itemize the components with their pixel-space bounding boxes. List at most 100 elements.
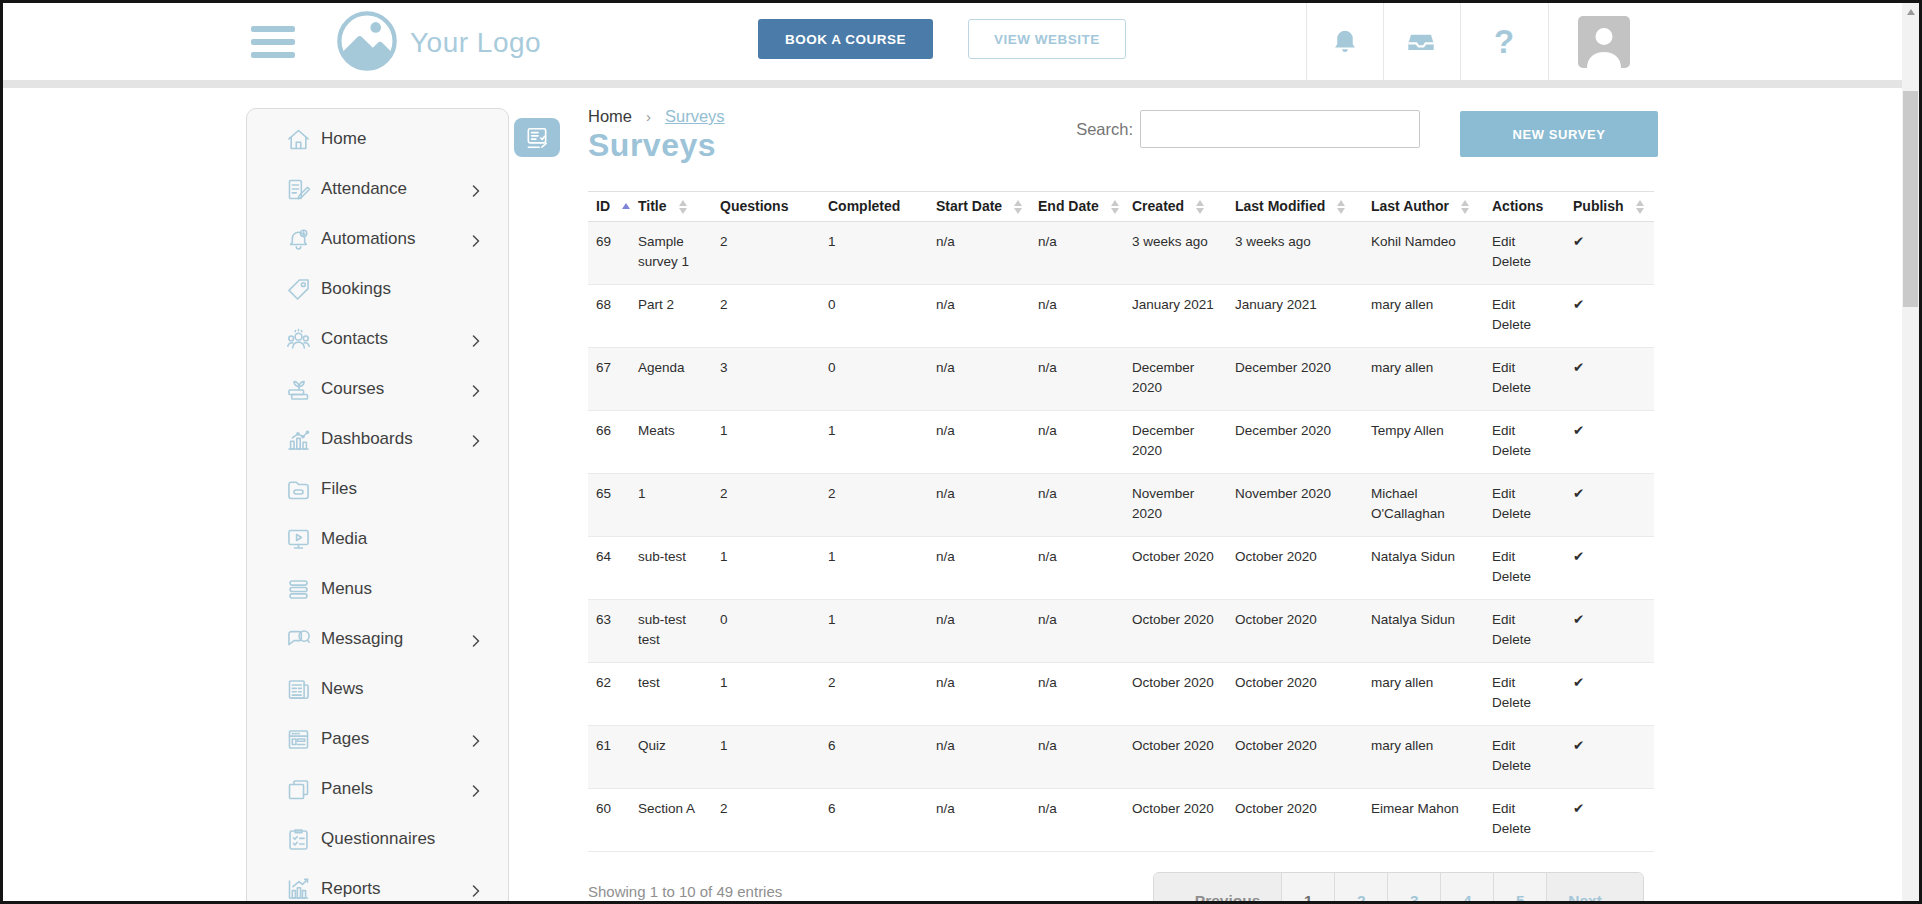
sidebar-item-dashboards[interactable]: Dashboards	[247, 414, 508, 464]
pagination: ← Previous12345Next →	[1153, 872, 1644, 904]
table-row: 63sub-test test01n/an/aOctober 2020Octob…	[588, 600, 1654, 663]
pagination-page-2[interactable]: 2	[1334, 873, 1387, 904]
cell-title: Sample survey 1	[630, 222, 712, 285]
new-survey-button[interactable]: NEW SURVEY	[1460, 111, 1658, 157]
book-a-course-button[interactable]: BOOK A COURSE	[758, 19, 933, 59]
edit-link[interactable]: Edit	[1492, 484, 1559, 504]
sidebar-item-automations[interactable]: Automations	[247, 214, 508, 264]
edit-link[interactable]: Edit	[1492, 673, 1559, 693]
cell-last-author: mary allen	[1363, 663, 1484, 726]
sidebar-item-label: Bookings	[321, 279, 391, 299]
scrollbar-up-arrow-icon[interactable]	[1902, 3, 1919, 20]
column-label: Last Modified	[1235, 198, 1325, 214]
column-header-id[interactable]: ID	[588, 192, 630, 222]
cell-completed: 2	[820, 474, 928, 537]
avatar[interactable]	[1578, 16, 1630, 68]
view-website-button[interactable]: VIEW WEBSITE	[968, 19, 1126, 59]
cell-last-author: mary allen	[1363, 348, 1484, 411]
pagination-next[interactable]: Next →	[1546, 873, 1642, 904]
table-row: 65122n/an/aNovember 2020November 2020Mic…	[588, 474, 1654, 537]
sidebar-item-media[interactable]: Media	[247, 514, 508, 564]
delete-link[interactable]: Delete	[1492, 630, 1559, 650]
edit-link[interactable]: Edit	[1492, 799, 1559, 819]
edit-link[interactable]: Edit	[1492, 295, 1559, 315]
contacts-icon	[283, 324, 313, 354]
sidebar-item-reports[interactable]: Reports	[247, 864, 508, 904]
breadcrumb-current[interactable]: Surveys	[665, 107, 725, 126]
cell-publish: ✔	[1565, 789, 1654, 852]
cell-start-date: n/a	[928, 789, 1030, 852]
delete-link[interactable]: Delete	[1492, 756, 1559, 776]
delete-link[interactable]: Delete	[1492, 504, 1559, 524]
sort-icon	[1461, 200, 1469, 214]
sidebar-item-panels[interactable]: Panels	[247, 764, 508, 814]
edit-link[interactable]: Edit	[1492, 736, 1559, 756]
edit-link[interactable]: Edit	[1492, 610, 1559, 630]
sidebar-item-bookings[interactable]: Bookings	[247, 264, 508, 314]
cell-actions: EditDelete	[1484, 600, 1565, 663]
sidebar-item-news[interactable]: News	[247, 664, 508, 714]
logo[interactable]: Your Logo	[336, 10, 541, 76]
scrollbar-thumb[interactable]	[1903, 91, 1918, 307]
help-icon[interactable]: ?	[1489, 3, 1519, 80]
column-header-end-date[interactable]: End Date	[1030, 192, 1124, 222]
column-header-created[interactable]: Created	[1124, 192, 1227, 222]
column-header-start-date[interactable]: Start Date	[928, 192, 1030, 222]
cell-publish: ✔	[1565, 285, 1654, 348]
pagination-page-1[interactable]: 1	[1281, 873, 1334, 904]
pagination-previous[interactable]: ← Previous	[1154, 873, 1281, 904]
cell-questions: 0	[712, 600, 820, 663]
media-icon	[283, 524, 313, 554]
sidebar-item-contacts[interactable]: Contacts	[247, 314, 508, 364]
cell-created: October 2020	[1124, 600, 1227, 663]
sidebar-item-label: Home	[321, 129, 366, 149]
delete-link[interactable]: Delete	[1492, 378, 1559, 398]
help-glyph: ?	[1494, 23, 1514, 61]
cell-publish: ✔	[1565, 348, 1654, 411]
chevron-right-icon	[472, 383, 480, 401]
delete-link[interactable]: Delete	[1492, 315, 1559, 335]
sidebar-item-courses[interactable]: Courses	[247, 364, 508, 414]
cell-created: October 2020	[1124, 663, 1227, 726]
column-header-last-author[interactable]: Last Author	[1363, 192, 1484, 222]
edit-link[interactable]: Edit	[1492, 358, 1559, 378]
sidebar-item-messaging[interactable]: Messaging	[247, 614, 508, 664]
bell-icon[interactable]	[1329, 3, 1361, 80]
menu-icon[interactable]	[251, 26, 295, 58]
edit-link[interactable]: Edit	[1492, 232, 1559, 252]
edit-link[interactable]: Edit	[1492, 547, 1559, 567]
pagination-page-5[interactable]: 5	[1493, 873, 1546, 904]
sidebar-item-label: News	[321, 679, 364, 699]
cell-last-modified: October 2020	[1227, 537, 1363, 600]
breadcrumb-home[interactable]: Home	[588, 107, 632, 126]
sidebar-item-files[interactable]: Files	[247, 464, 508, 514]
sidebar-item-pages[interactable]: Pages	[247, 714, 508, 764]
table-body: 69Sample survey 121n/an/a3 weeks ago3 we…	[588, 222, 1654, 852]
sidebar-item-attendance[interactable]: Attendance	[247, 164, 508, 214]
pagination-page-3[interactable]: 3	[1387, 873, 1440, 904]
sidebar-item-questionnaires[interactable]: Questionnaires	[247, 814, 508, 864]
column-header-publish[interactable]: Publish	[1565, 192, 1654, 222]
delete-link[interactable]: Delete	[1492, 567, 1559, 587]
delete-link[interactable]: Delete	[1492, 693, 1559, 713]
search-input[interactable]	[1140, 110, 1420, 148]
scrollbar[interactable]	[1902, 3, 1919, 901]
sidebar-item-home[interactable]: Home	[247, 114, 508, 164]
cell-id: 65	[588, 474, 630, 537]
column-label: Last Author	[1371, 198, 1449, 214]
breadcrumb-separator-glyph: ›	[646, 108, 651, 125]
delete-link[interactable]: Delete	[1492, 819, 1559, 839]
edit-link[interactable]: Edit	[1492, 421, 1559, 441]
sidebar-item-label: Menus	[321, 579, 372, 599]
inbox-icon[interactable]	[1404, 3, 1438, 80]
dashboards-icon	[283, 424, 313, 454]
cell-title: sub-test	[630, 537, 712, 600]
sidebar-item-menus[interactable]: Menus	[247, 564, 508, 614]
cell-created: January 2021	[1124, 285, 1227, 348]
column-header-last-modified[interactable]: Last Modified	[1227, 192, 1363, 222]
browser-window: Your Logo BOOK A COURSE VIEW WEBSITE ?	[0, 0, 1922, 904]
pagination-page-4[interactable]: 4	[1440, 873, 1493, 904]
delete-link[interactable]: Delete	[1492, 441, 1559, 461]
delete-link[interactable]: Delete	[1492, 252, 1559, 272]
column-header-title[interactable]: Title	[630, 192, 712, 222]
